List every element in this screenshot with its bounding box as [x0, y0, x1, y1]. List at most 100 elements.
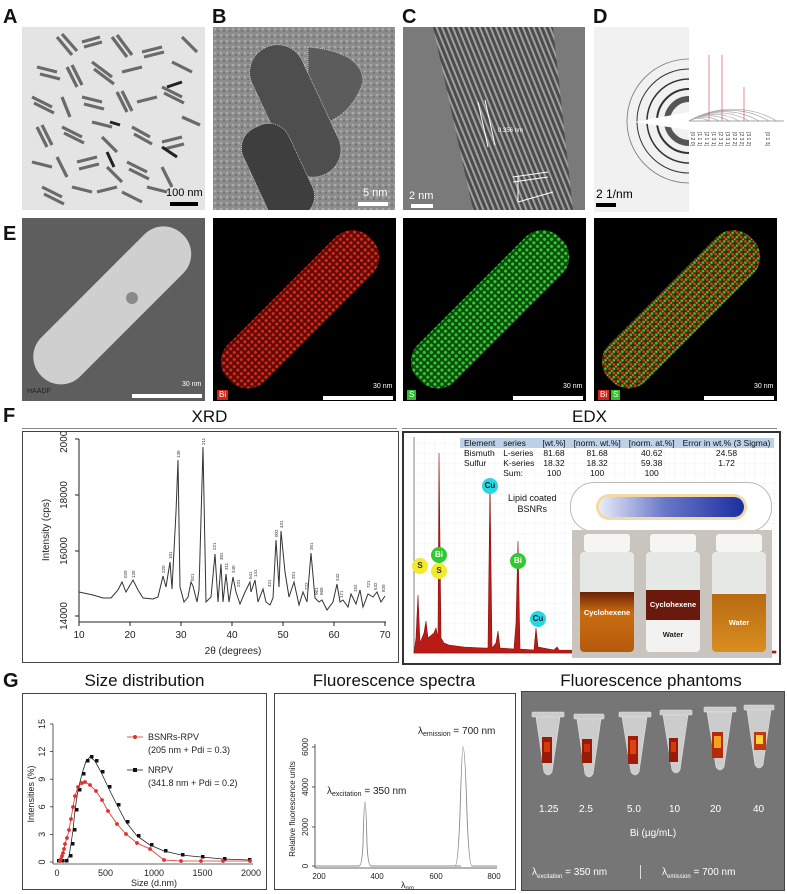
edx-title-rule	[402, 428, 777, 429]
panel-label-b: B	[212, 6, 227, 28]
svg-text:101: 101	[168, 551, 173, 559]
size-xtick-0: 0	[54, 868, 59, 878]
vial-1-cap	[584, 534, 630, 552]
lipid-label: Lipid coated BSNRs	[508, 493, 557, 515]
xrd-xtick-60: 60	[328, 630, 340, 641]
xrd-xlabel: 2θ (degrees)	[205, 646, 262, 657]
fluorescence-phantoms-title: Fluorescence phantoms	[560, 671, 742, 690]
svg-text:130: 130	[176, 450, 181, 458]
fl-ytick-4000: 4000	[301, 778, 310, 796]
conc-1: 1.25	[539, 804, 559, 815]
size-ytick-0: 0	[37, 859, 47, 864]
svg-text:020: 020	[123, 570, 128, 578]
tem-image-panel-a: 100 nm	[22, 27, 205, 210]
svg-text:060: 060	[319, 587, 324, 595]
size-ytick-3: 3	[37, 832, 47, 837]
bsnrs-rpv-line	[59, 781, 250, 862]
conc-3: 5.0	[627, 804, 641, 815]
svg-text:311: 311	[224, 562, 229, 570]
fl-xtick-400: 400	[370, 872, 384, 881]
scale-bar-e1	[132, 394, 202, 398]
svg-text:222: 222	[304, 582, 309, 590]
hrtem-rods	[213, 27, 395, 210]
lattice-fringes: 0.356 nm	[403, 27, 585, 210]
panel-label-d: D	[593, 6, 608, 28]
vial-3-liquid	[712, 594, 766, 652]
lipid-label-line1: Lipid coated	[508, 493, 557, 503]
cell: 1.72	[718, 458, 735, 468]
vial-2: Cyclohexene Water	[644, 534, 702, 652]
xrd-xtick-30: 30	[175, 630, 187, 641]
cell: 100	[644, 468, 659, 478]
size-ylabel: Intensities (%)	[26, 765, 36, 822]
cell: 81.68	[586, 448, 608, 458]
svg-text:251: 251	[291, 571, 296, 579]
svg-text:[3 3 1]: [3 3 1]	[724, 132, 730, 147]
fl-xlabel: λnm	[401, 880, 414, 889]
cell: Sum:	[503, 468, 524, 478]
vial-2-bottom-liquid	[646, 620, 700, 652]
size-ytick-12: 12	[37, 747, 47, 757]
vial-2-bottom-label: Water	[662, 630, 684, 639]
svg-text:061: 061	[314, 587, 319, 595]
hrtem-image-panel-b: 5 nm	[213, 27, 395, 210]
cell: 100	[546, 468, 562, 478]
svg-text:231: 231	[236, 579, 241, 587]
vial-2-top-label: Cyclohexene	[649, 600, 697, 609]
em-sub: emission	[667, 874, 691, 880]
vial-1-body: Cyclohexene	[580, 552, 634, 652]
phantom-excitation-label: λexcitation = 350 nm	[532, 867, 607, 880]
svg-text:[2 1 1]: [2 1 1]	[703, 132, 709, 147]
conc-2: 2.5	[579, 804, 593, 815]
scale-bar-a	[170, 202, 198, 206]
scale-bar-e4	[704, 396, 774, 400]
svg-text:[1 1 1]: [1 1 1]	[696, 132, 702, 147]
em-lambda: λ	[662, 867, 667, 878]
scale-bar-e3	[513, 396, 583, 400]
scale-bar-b-label: 5 nm	[363, 187, 388, 199]
vial-3-bottom-label: Water	[728, 618, 750, 627]
size-ytick-9: 9	[37, 777, 47, 782]
fl-ylabel: Relative fluorescence units	[288, 761, 297, 857]
fluorescence-phantoms-image: 1.25 2.5 5.0 10 20 40 Bi (µg/mL) λexcita…	[521, 691, 785, 891]
svg-text:[0 1 3]: [0 1 3]	[764, 132, 770, 147]
cell: Bismuth	[464, 448, 495, 458]
legend-nrpv: NRPV	[148, 765, 173, 775]
conc-4: 10	[669, 804, 681, 815]
size-legend: BSNRs-RPV (205 nm + Pdi = 0.3) NRPV (341…	[127, 732, 238, 788]
peak-label-bi-1: Bi	[431, 547, 447, 563]
svg-text:[1 3 1]: [1 3 1]	[710, 132, 716, 147]
exc-value: = 350 nm	[565, 867, 608, 878]
lipid-coated-rod	[599, 497, 744, 517]
bi-map-rod	[220, 230, 380, 389]
overlay-bi-badge: Bi	[598, 390, 610, 400]
svg-text:221: 221	[212, 542, 217, 550]
svg-text:041: 041	[248, 571, 253, 579]
edx-title: EDX	[572, 407, 607, 426]
exc-lambda: λ	[532, 867, 537, 878]
cell	[460, 468, 499, 478]
nanorods-image	[31, 32, 201, 206]
emission-annotation: λemission = 700 nm	[418, 726, 495, 738]
overlay-map-rod	[601, 230, 761, 389]
fl-xtick-800: 800	[487, 872, 501, 881]
panel-label-a: A	[3, 6, 18, 28]
bi-map-image: Bi 30 nm	[213, 218, 396, 401]
peak-label-s-1: S	[412, 558, 428, 574]
fluorescence-spectra-title: Fluorescence spectra	[312, 671, 476, 690]
svg-text:431: 431	[279, 520, 284, 528]
edx-table-header: Element series [wt.%] [norm. wt.%] [norm…	[460, 438, 775, 448]
svg-text:820: 820	[381, 584, 386, 592]
xrd-xtick-70: 70	[379, 630, 391, 641]
th-wt: [wt.%]	[538, 438, 570, 448]
fl-ytick-0: 0	[301, 863, 310, 868]
lattice-image-panel-c: 0.356 nm 2 nm	[403, 27, 585, 210]
svg-text:152: 152	[353, 584, 358, 592]
haadf-badge: HAADF	[27, 388, 51, 395]
cell: 100	[590, 468, 605, 478]
s-map-image: S 30 nm	[403, 218, 586, 401]
cell: L-series	[503, 448, 534, 458]
haadf-rod	[33, 226, 192, 385]
diffraction-rings: [0 2 0] [1 1 1] [2 1 1] [1 3 1] [2 3 1] …	[594, 27, 784, 212]
peak-label-cu-1: Cu	[482, 478, 498, 494]
